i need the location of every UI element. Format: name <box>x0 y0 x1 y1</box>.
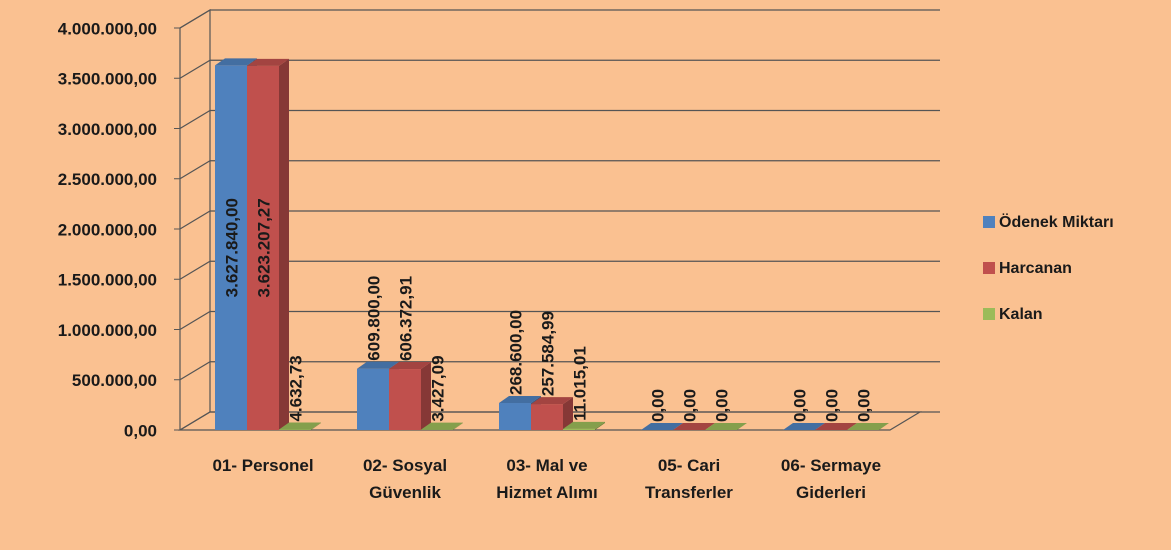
bar <box>247 65 279 430</box>
bar-top <box>499 396 541 404</box>
data-label: 606.372,91 <box>396 276 415 361</box>
grid-line <box>179 361 940 381</box>
bar <box>389 369 421 430</box>
legend-swatch <box>983 308 995 320</box>
data-label: 257.584,99 <box>538 311 557 396</box>
grid-line <box>179 310 940 331</box>
grid-line <box>179 210 940 230</box>
bar-side <box>563 397 573 430</box>
bar-top <box>563 421 605 429</box>
bar <box>563 428 595 430</box>
grid-line <box>179 411 940 431</box>
data-label: 3.627.840,00 <box>222 198 241 297</box>
bar-top <box>421 422 463 430</box>
y-tick-label: 1.000.000,00 <box>58 321 157 340</box>
grid-line <box>179 9 940 29</box>
data-label: 0,00 <box>854 389 873 422</box>
bar-side <box>595 421 605 430</box>
x-tick-label: 05- Cari Transferler <box>645 456 733 502</box>
y-tick-label: 3.000.000,00 <box>58 120 157 139</box>
data-label: 268.600,00 <box>506 310 525 395</box>
bar-group <box>421 422 463 430</box>
data-label: 0,00 <box>648 389 667 422</box>
bar-side <box>311 422 321 430</box>
data-label: 609.800,00 <box>364 276 383 361</box>
grid-line <box>179 59 940 79</box>
bar-group <box>247 58 289 430</box>
bar-group <box>673 423 715 430</box>
bar-top <box>215 58 257 66</box>
bar-group <box>847 423 889 430</box>
bar-group <box>641 423 683 430</box>
y-tick-label: 2.000.000,00 <box>58 220 157 239</box>
grid-line <box>179 109 940 130</box>
bar-top <box>389 362 431 370</box>
data-label: 0,00 <box>790 389 809 422</box>
bar-side <box>279 58 289 430</box>
bar <box>499 403 531 430</box>
data-label: 0,00 <box>712 389 731 422</box>
data-label: 3.427,09 <box>428 355 447 421</box>
bar-group <box>783 423 825 430</box>
bar-top <box>279 422 321 430</box>
bar-group <box>815 423 857 430</box>
data-label: 0,00 <box>822 389 841 422</box>
x-tick-label: 06- Sermaye Giderleri <box>780 456 882 502</box>
bar-group <box>705 423 747 430</box>
x-tick-label: 02- Sosyal Güvenlik <box>362 456 448 502</box>
bar-group <box>563 421 605 430</box>
y-tick-label: 4.000.000,00 <box>58 19 157 38</box>
grid-line <box>179 260 940 280</box>
bar-top <box>531 397 573 405</box>
data-label: 3.623.207,27 <box>254 198 273 297</box>
bar-side <box>421 362 431 430</box>
bar-group <box>531 397 573 430</box>
grid-line <box>179 160 940 180</box>
bar <box>215 65 247 431</box>
data-label: 11.015,01 <box>570 346 589 421</box>
y-tick-label: 2.500.000,00 <box>58 170 157 189</box>
data-label: 0,00 <box>680 389 699 422</box>
legend-label: Harcanan <box>999 260 1072 277</box>
y-tick-label: 500.000,00 <box>72 371 157 390</box>
data-label: 4.632,73 <box>286 355 305 421</box>
bar-group <box>389 362 431 430</box>
bar <box>531 404 563 430</box>
x-tick-label: 01- Personel <box>212 456 314 475</box>
bar-side <box>453 422 463 430</box>
legend-swatch <box>983 262 995 274</box>
y-tick-label: 1.500.000,00 <box>58 271 157 290</box>
bar-top <box>641 423 683 430</box>
bar-top <box>673 423 715 430</box>
bar-top <box>847 423 889 430</box>
bar-top <box>247 58 289 66</box>
legend-swatch <box>983 216 995 228</box>
bar-top <box>705 423 747 430</box>
bar-top <box>357 361 399 369</box>
y-tick-label: 0,00 <box>124 421 157 440</box>
bar-group <box>279 422 321 430</box>
bar <box>357 368 389 430</box>
x-tick-label: 03- Mal ve Hizmet Alımı <box>496 456 598 502</box>
y-tick-label: 3.500.000,00 <box>58 70 157 89</box>
legend-label: Ödenek Miktarı <box>999 212 1114 231</box>
legend-label: Kalan <box>999 306 1043 323</box>
bar-top <box>815 423 857 430</box>
bar-top <box>783 423 825 430</box>
